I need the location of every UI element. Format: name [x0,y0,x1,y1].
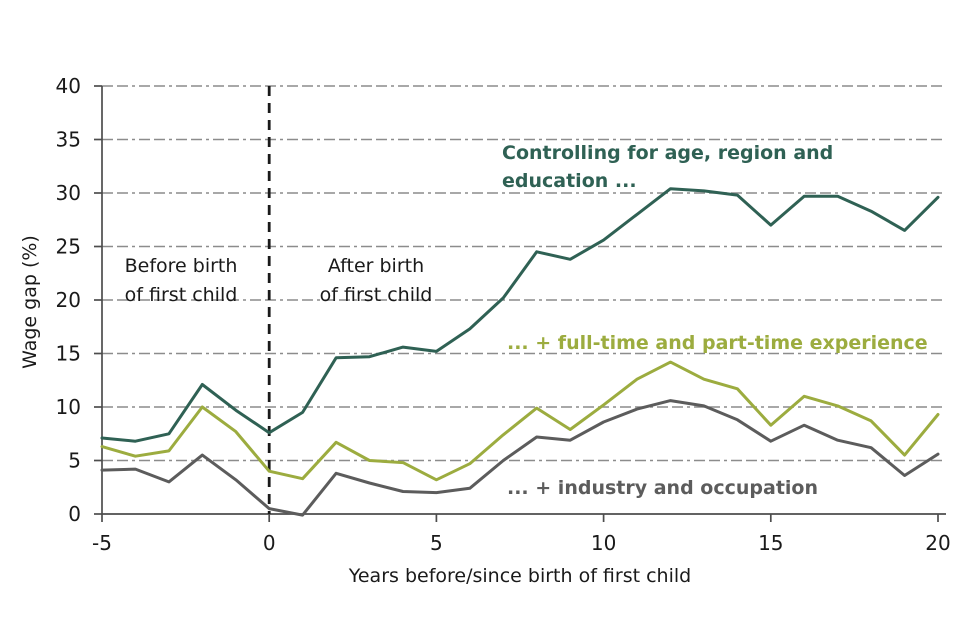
y-axis-title: Wage gap (%) [19,235,41,369]
annotation-after-birth-line2: of first child [319,284,433,306]
annotation-before-birth-line2: of first child [124,284,238,306]
y-tick-label: 20 [56,288,81,312]
annotation-before-birth: Before birth of first child [125,252,238,310]
y-tick-label: 35 [56,128,81,152]
y-tick-label: 5 [68,449,81,473]
y-tick-label: 30 [56,181,81,205]
y-tick-label: 15 [56,342,81,366]
y-tick-label: 0 [68,502,81,526]
x-tick-label: 0 [263,531,276,555]
x-tick-label: 15 [758,531,783,555]
series-label-age-region-education: Controlling for age, region and educatio… [502,142,834,192]
x-tick-label: 10 [591,531,616,555]
y-tick-label: 10 [56,395,81,419]
x-tick-label: -5 [92,531,112,555]
x-tick-label: 5 [430,531,443,555]
annotation-after-birth-line1: After birth [327,255,425,277]
series-label-industry-occupation: ... + industry and occupation [507,477,818,499]
annotation-after-birth: After birth of first child [320,252,433,310]
y-tick-label: 40 [56,74,81,98]
y-tick-label: 25 [56,235,81,259]
annotation-before-birth-line1: Before birth [124,255,238,277]
x-tick-label: 20 [925,531,950,555]
series-label-fulltime-parttime-experience: ... + full-time and part-time experience [507,332,928,354]
x-axis-title: Years before/since birth of first child [348,565,692,587]
series-line-0 [100,187,940,443]
series-line-2 [100,399,940,517]
series-line-1 [100,360,940,482]
